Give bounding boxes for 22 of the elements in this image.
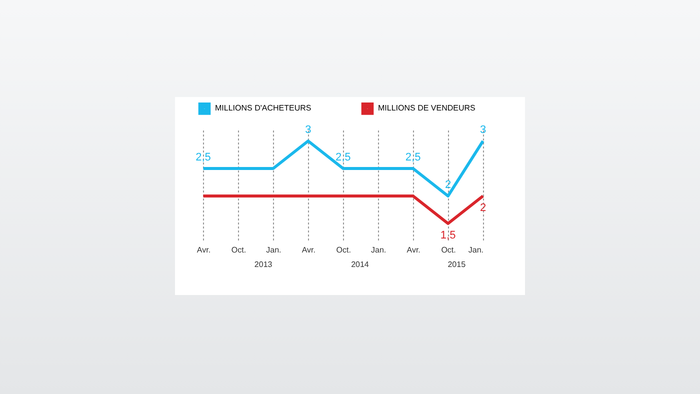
x-tick-label: Jan. bbox=[266, 246, 282, 254]
data-label: 2,5 bbox=[335, 152, 351, 164]
data-label: 2 bbox=[480, 202, 486, 214]
text: 2015 bbox=[448, 260, 466, 269]
data-label: 2 bbox=[444, 179, 452, 191]
x-tick-label: Avr. bbox=[196, 246, 211, 254]
data-label: 2,5 bbox=[196, 152, 211, 164]
x-tick-label: Oct. bbox=[336, 246, 351, 254]
text: 2014 bbox=[351, 260, 369, 269]
legend-label: MILLIONS D'ACHETEURS bbox=[215, 104, 312, 113]
x-tick-label: Avr. bbox=[406, 246, 420, 254]
x-tick-label: Jan. bbox=[468, 246, 484, 254]
legend-label: MILLIONS DE VENDEURS bbox=[378, 104, 476, 113]
x-tick-label: Jan. bbox=[371, 246, 386, 254]
data-label: 3 bbox=[480, 124, 486, 136]
data-label: 3 bbox=[305, 124, 312, 136]
x-tick-label: Avr. bbox=[302, 246, 316, 254]
x-tick-label: Oct. bbox=[231, 246, 246, 254]
text: 2013 bbox=[254, 260, 272, 269]
data-label: 1,5 bbox=[440, 230, 456, 242]
x-tick-label: Oct. bbox=[441, 246, 456, 254]
data-label: 2,5 bbox=[405, 152, 421, 164]
